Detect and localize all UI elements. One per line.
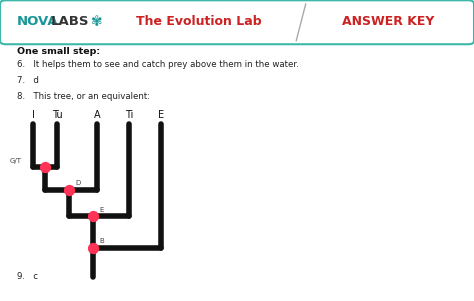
Text: D: D <box>75 180 81 186</box>
Point <box>89 214 97 219</box>
Point <box>65 188 73 192</box>
Text: The Evolution Lab: The Evolution Lab <box>136 15 262 29</box>
FancyBboxPatch shape <box>0 0 474 44</box>
Text: LABS: LABS <box>51 15 89 29</box>
Text: B: B <box>99 238 104 244</box>
Text: G/T: G/T <box>9 158 21 164</box>
Text: ✾: ✾ <box>91 15 103 29</box>
Text: 6.   It helps them to see and catch prey above them in the water.: 6. It helps them to see and catch prey a… <box>17 60 298 69</box>
Text: A: A <box>94 110 100 120</box>
Text: 9.   c: 9. c <box>17 272 37 281</box>
Text: One small step:: One small step: <box>17 47 100 56</box>
Point <box>89 245 97 250</box>
Text: E: E <box>158 110 164 120</box>
Text: I: I <box>32 110 35 120</box>
Text: 7.   d: 7. d <box>17 76 38 85</box>
Text: E: E <box>99 206 103 213</box>
Text: Ti: Ti <box>125 110 133 120</box>
Text: 8.   This tree, or an equivalent:: 8. This tree, or an equivalent: <box>17 92 150 101</box>
Text: Tu: Tu <box>52 110 63 120</box>
Text: NOVA: NOVA <box>17 15 58 29</box>
Point <box>42 165 49 170</box>
Text: ANSWER KEY: ANSWER KEY <box>343 15 435 29</box>
